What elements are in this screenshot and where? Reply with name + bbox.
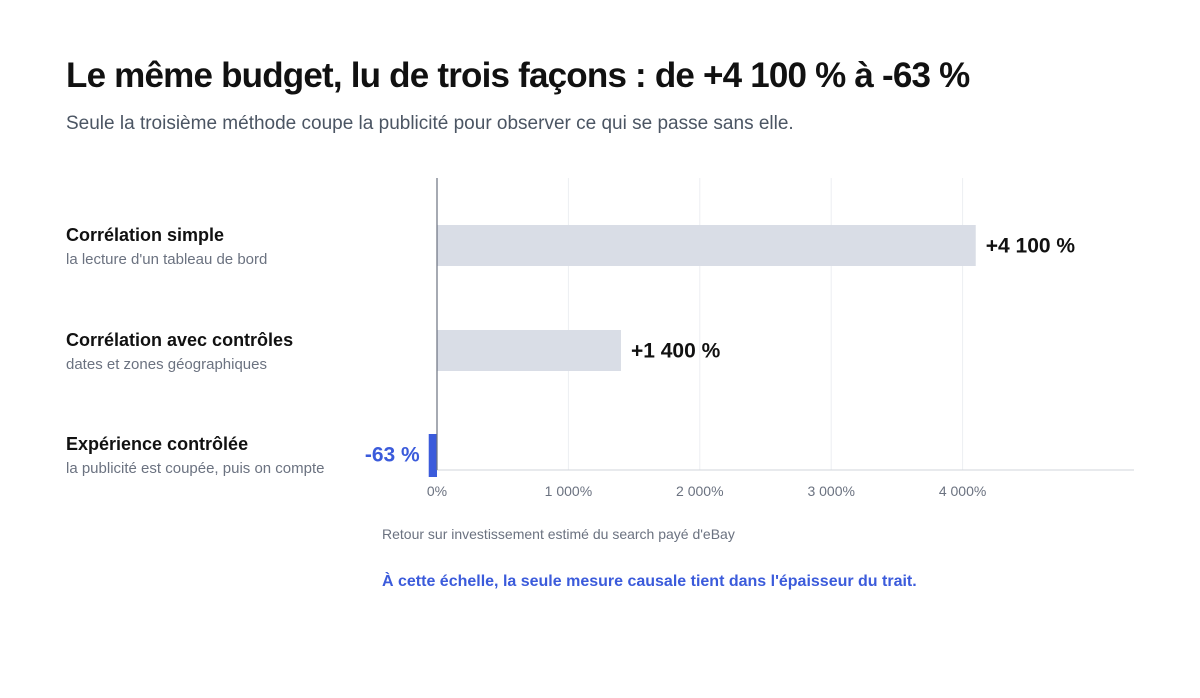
chart-subtitle: Seule la troisième méthode coupe la publ… [66,113,794,134]
category-description: la publicité est coupée, puis on compte [66,460,325,477]
bar [437,225,976,266]
value-label: +4 100 % [986,235,1076,258]
value-label: +1 400 % [631,340,721,363]
x-tick-label: 1 000% [545,483,592,499]
x-tick-label: 3 000% [807,483,854,499]
x-tick-label: 2 000% [676,483,723,499]
bar [437,330,621,371]
category-description: dates et zones géographiques [66,356,267,373]
row-label-correlation-simple: Corrélation simple la lecture d'un table… [66,225,366,268]
row-label-controlled-experiment: Expérience contrôlée la publicité est co… [66,434,366,477]
chart-note: À cette échelle, la seule mesure causale… [382,573,917,590]
chart-title: Le même budget, lu de trois façons : de … [66,56,970,95]
value-label: -63 % [365,444,420,467]
x-tick-label: 4 000% [939,483,986,499]
category-name: Expérience contrôlée [66,434,249,454]
category-description: la lecture d'un tableau de bord [66,251,268,268]
category-name: Corrélation simple [66,225,225,245]
category-name: Corrélation avec contrôles [66,330,294,350]
row-label-correlation-controls: Corrélation avec contrôles dates et zone… [66,330,366,373]
bar [428,434,437,477]
x-tick-label: 0% [427,483,447,499]
x-axis-title: Retour sur investissement estimé du sear… [382,526,735,542]
